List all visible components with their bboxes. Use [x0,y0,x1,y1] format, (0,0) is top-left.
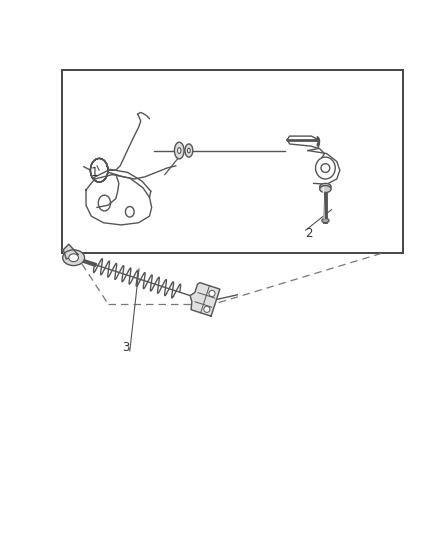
Ellipse shape [184,144,192,157]
Ellipse shape [174,142,184,159]
Ellipse shape [187,148,190,153]
Text: 2: 2 [305,227,312,240]
Ellipse shape [177,148,180,154]
Text: 3: 3 [121,341,129,354]
Ellipse shape [319,183,330,190]
Polygon shape [190,282,219,316]
Circle shape [320,164,329,172]
Circle shape [208,290,215,296]
Text: 1: 1 [91,166,98,179]
Circle shape [203,306,209,312]
Ellipse shape [63,250,85,265]
Ellipse shape [69,254,78,262]
Ellipse shape [319,185,330,192]
Ellipse shape [321,219,328,223]
Polygon shape [63,244,78,259]
Bar [62,70,403,253]
Ellipse shape [315,157,335,179]
